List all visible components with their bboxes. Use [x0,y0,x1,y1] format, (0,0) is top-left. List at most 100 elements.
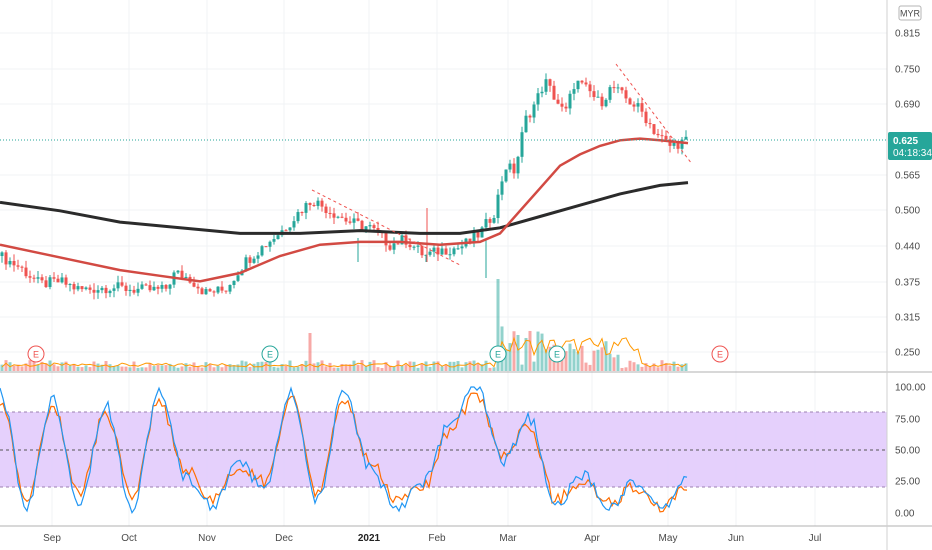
volume-bar [76,366,80,371]
volume-bar [272,366,276,371]
candle-body [528,115,532,118]
volume-bar [236,364,240,371]
volume-bar [572,349,576,371]
candle-body [296,212,300,222]
volume-bar [432,361,436,371]
candle-body [324,206,328,213]
volume-bar [332,367,336,371]
volume-bar [476,363,480,371]
volume-bar [392,366,396,371]
time-axis-label: Sep [43,533,61,544]
candle-body [480,227,484,238]
volume-bar [600,347,604,371]
candle-body [376,228,380,232]
candle-body [184,276,188,279]
candle-body [396,243,400,245]
candle-body [344,217,348,222]
candle-body [564,106,568,109]
candle-body [352,218,356,223]
candle-body [652,124,656,134]
candle-body [176,270,180,273]
volume-bar [140,367,144,371]
candle-body [516,156,520,174]
currency-badge[interactable]: MYR [898,5,922,21]
volume-bar [628,360,632,371]
candle-body [560,103,564,107]
time-axis-label: Oct [121,533,137,544]
volume-bar [220,367,224,371]
volume-bar [280,364,284,371]
candle-body [244,257,248,271]
event-marker [27,345,45,363]
candle-body [4,252,8,265]
candle-body [224,290,228,292]
volume-bar [56,366,60,371]
volume-bar [80,367,84,371]
volume-bar [40,361,44,371]
volume-bar [668,365,672,371]
volume-bar [284,365,288,371]
candle-body [60,277,64,283]
candle-body [52,277,56,279]
candle-body [424,254,428,256]
volume-bar [216,365,220,371]
volume-bar [68,365,72,371]
volume-bar [104,361,108,371]
currency-label: MYR [900,9,921,19]
volume-bar [116,365,120,371]
candle-body [20,266,24,268]
candle-body [624,90,628,99]
event-marker [261,345,279,363]
volume-bar [44,363,48,371]
candle-body [680,139,684,149]
volume-bar [64,361,68,371]
candle-body [304,203,308,213]
volume-bar [212,367,216,371]
candle-body [356,218,360,221]
event-marker-label: E [495,350,501,360]
candle-body [520,132,524,157]
volume-bar [300,364,304,371]
volume-bar [120,366,124,371]
candle-body [388,245,392,250]
volume-bar [388,365,392,371]
volume-bar [384,362,388,371]
time-axis-label: Jul [809,533,822,544]
time-axis-label: 2021 [358,533,381,544]
volume-bar [148,363,152,371]
candle-body [272,239,276,242]
volume-bar [548,346,552,371]
volume-bar [368,361,372,371]
candle-body [140,284,144,289]
volume-bar [96,363,100,371]
candle-body [164,284,168,289]
volume-bar [664,362,668,371]
candle-body [604,99,608,107]
candle-body [276,235,280,240]
volume-bar [492,367,496,371]
candle-body [220,286,224,291]
candle-body [300,212,304,214]
volume-bar [524,337,528,371]
volume-bar [20,366,24,371]
candle-body [128,289,132,291]
candle-body [120,282,124,286]
volume-bar [200,367,204,371]
volume-bar [612,357,616,371]
volume-average-line [1,336,687,368]
candle-body [664,135,668,140]
time-axis-label: Feb [428,533,446,544]
volume-bar [588,364,592,371]
candle-body [420,245,424,256]
candle-body [556,99,560,104]
candle-body [508,163,512,170]
candle-body [136,288,140,293]
candle-body [492,217,496,223]
volume-bar [444,364,448,371]
volume-bar [60,362,64,371]
candle-body [0,252,4,257]
price-candles [0,73,688,300]
candle-body [444,248,448,255]
